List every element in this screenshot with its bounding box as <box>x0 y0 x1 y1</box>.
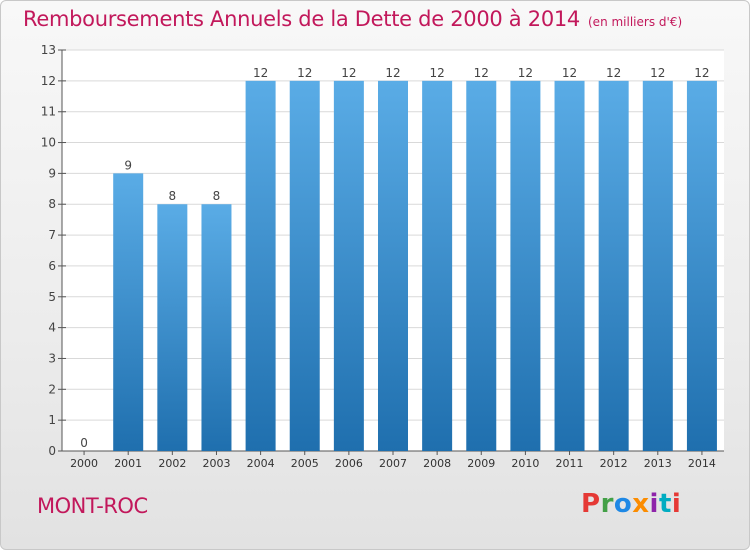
data-label: 12 <box>562 66 577 80</box>
x-tick-label: 2002 <box>158 457 186 470</box>
y-tick-label: 6 <box>48 259 56 273</box>
y-tick-label: 1 <box>48 413 56 427</box>
chart-title: Remboursements Annuels de la Dette de 20… <box>23 7 682 31</box>
y-tick-label: 8 <box>48 197 56 211</box>
x-tick-label: 2011 <box>556 457 584 470</box>
data-label: 12 <box>385 66 400 80</box>
bar <box>554 80 585 451</box>
data-label: 0 <box>80 436 88 450</box>
x-tick-label: 2005 <box>291 457 319 470</box>
bar <box>686 80 717 451</box>
bar <box>201 204 232 451</box>
bar <box>510 80 541 451</box>
bar <box>422 80 453 451</box>
data-label: 12 <box>429 66 444 80</box>
data-label: 12 <box>606 66 621 80</box>
data-label: 12 <box>518 66 533 80</box>
y-tick-label: 0 <box>48 444 56 458</box>
y-tick-label: 9 <box>48 166 56 180</box>
y-tick-label: 7 <box>48 228 56 242</box>
logo-letter: r <box>600 489 614 519</box>
x-tick-label: 2010 <box>511 457 539 470</box>
y-tick-label: 3 <box>48 351 56 365</box>
data-label: 8 <box>169 189 177 203</box>
x-tick-label: 2004 <box>247 457 275 470</box>
data-label: 12 <box>694 66 709 80</box>
bar <box>245 80 276 451</box>
bar <box>113 173 144 451</box>
bar <box>378 80 408 451</box>
logo-letter: i <box>649 489 659 519</box>
logo-letter: t <box>658 489 672 519</box>
y-tick-label: 2 <box>48 382 56 396</box>
proxiti-logo: Proxiti <box>581 489 681 519</box>
data-label: 12 <box>297 66 312 80</box>
y-tick-label: 12 <box>41 74 56 88</box>
y-tick-label: 13 <box>41 43 56 57</box>
data-label: 12 <box>341 66 356 80</box>
x-tick-label: 2009 <box>467 457 495 470</box>
x-tick-label: 2000 <box>70 457 98 470</box>
data-label: 9 <box>124 158 132 172</box>
data-label: 12 <box>650 66 665 80</box>
x-tick-label: 2007 <box>379 457 407 470</box>
chart-title-text: Remboursements Annuels de la Dette de 20… <box>23 7 580 31</box>
x-tick-label: 2001 <box>114 457 142 470</box>
bar <box>466 80 497 451</box>
bar <box>157 204 188 451</box>
y-tick-label: 4 <box>48 321 56 335</box>
y-tick-label: 11 <box>41 105 56 119</box>
bar <box>289 80 320 451</box>
x-tick-label: 2012 <box>600 457 628 470</box>
data-label: 8 <box>213 189 221 203</box>
logo-letter: P <box>581 489 601 519</box>
logo-letter: i <box>671 489 682 519</box>
bar <box>333 80 364 451</box>
x-tick-label: 2014 <box>688 457 716 470</box>
commune-name: MONT-ROC <box>37 494 148 518</box>
x-tick-label: 2013 <box>644 457 672 470</box>
logo-letter: x <box>632 489 650 519</box>
bar <box>598 80 629 451</box>
data-label: 12 <box>474 66 489 80</box>
data-label: 12 <box>253 66 268 80</box>
logo-letter: o <box>613 489 633 519</box>
y-tick-label: 5 <box>48 290 56 304</box>
y-tick-label: 10 <box>41 136 56 150</box>
x-tick-label: 2008 <box>423 457 451 470</box>
bar <box>642 80 673 451</box>
x-tick-label: 2006 <box>335 457 363 470</box>
x-tick-label: 2003 <box>202 457 230 470</box>
chart-unit: (en milliers d'€) <box>588 15 683 29</box>
